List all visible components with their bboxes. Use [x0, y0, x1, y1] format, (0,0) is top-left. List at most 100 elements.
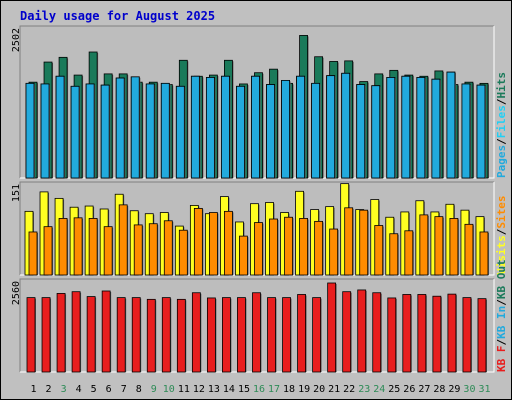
x-tick-label-16: 16	[253, 384, 265, 395]
sites-bar-14	[224, 210, 233, 276]
panel-1-legend: Pages/Files/Hits	[495, 72, 508, 178]
kb-bar-17	[267, 297, 276, 373]
pages-bar-8	[130, 76, 140, 179]
x-tick-label-28: 28	[433, 384, 445, 395]
kb-bar-18	[282, 297, 291, 373]
x-tick-label-2: 2	[46, 384, 52, 395]
pages-bar-12	[190, 75, 200, 179]
sites-bar-2	[43, 226, 53, 276]
x-tick-label-3: 3	[61, 384, 67, 395]
legend-1-item-2: Sites	[495, 196, 508, 229]
legend-2-item-0: KB F	[495, 346, 508, 373]
x-tick-label-25: 25	[388, 384, 400, 395]
panel-2-max-label: 151	[11, 184, 22, 202]
pages-bar-22	[341, 72, 351, 179]
legend-2-item-2: KB In	[495, 306, 508, 339]
pages-bar-17	[266, 84, 275, 179]
sites-bar-8	[133, 224, 143, 276]
kb-bar-5	[86, 296, 96, 373]
x-tick-label-11: 11	[178, 384, 190, 395]
sites-bar-23	[359, 209, 369, 276]
sites-bar-10	[163, 220, 173, 276]
sites-bar-13	[208, 212, 218, 276]
sites-bar-25	[389, 233, 399, 276]
kb-bar-27	[417, 294, 427, 373]
kb-bar-24	[372, 292, 382, 373]
pages-bar-24	[371, 85, 381, 179]
pages-bar-16	[251, 75, 260, 179]
x-tick-label-26: 26	[403, 384, 415, 395]
sites-bar-24	[374, 225, 384, 276]
pages-bar-23	[356, 84, 366, 179]
sites-bar-15	[239, 235, 248, 276]
pages-bar-9	[145, 83, 155, 179]
x-tick-label-6: 6	[106, 384, 112, 395]
x-tick-label-20: 20	[313, 384, 325, 395]
kb-bar-2	[41, 297, 51, 373]
x-tick-label-21: 21	[328, 384, 340, 395]
panel-3-legend: KB F/KB In/KB Out	[495, 259, 508, 372]
pages-bar-26	[401, 75, 411, 179]
kb-bar-9	[146, 298, 156, 373]
sites-bar-17	[269, 218, 278, 276]
pages-bar-14	[221, 75, 230, 179]
kb-bar-16	[252, 292, 261, 373]
sites-bar-30	[464, 223, 474, 276]
legend-2-item-1: /	[495, 339, 508, 346]
pages-bar-31	[476, 84, 486, 179]
x-tick-label-30: 30	[463, 384, 475, 395]
sites-bar-4	[73, 217, 83, 276]
x-tick-label-22: 22	[343, 384, 355, 395]
legend-0-item-4: Hits	[495, 72, 508, 99]
sites-bar-27	[419, 214, 429, 276]
x-tick-label-7: 7	[121, 384, 127, 395]
pages-bar-11	[175, 85, 185, 179]
x-tick-label-31: 31	[478, 384, 490, 395]
x-tick-label-19: 19	[298, 384, 310, 395]
x-tick-label-12: 12	[193, 384, 205, 395]
kb-bar-25	[387, 297, 397, 373]
pages-bar-3	[55, 75, 65, 179]
panel-2-legend: Visits/Sites	[495, 196, 508, 276]
sites-bar-22	[344, 207, 354, 276]
pages-bar-19	[296, 75, 305, 179]
x-tick-label-23: 23	[358, 384, 370, 395]
kb-bar-11	[176, 298, 186, 373]
pages-bar-27	[416, 77, 426, 179]
pages-bar-13	[205, 77, 215, 179]
legend-2-item-3: /	[495, 299, 508, 306]
kb-bar-10	[161, 297, 171, 373]
pages-bar-20	[311, 82, 321, 179]
x-tick-label-5: 5	[91, 384, 97, 395]
pages-bar-28	[431, 78, 441, 179]
sites-bar-9	[148, 223, 158, 276]
kb-bar-20	[312, 297, 322, 373]
x-tick-label-14: 14	[223, 384, 235, 395]
x-tick-label-8: 8	[136, 384, 142, 395]
sites-bar-7	[118, 204, 128, 276]
sites-bar-16	[254, 222, 263, 276]
kb-bar-26	[402, 294, 412, 373]
kb-bar-7	[116, 297, 126, 373]
sites-bar-1	[28, 231, 38, 276]
legend-1-item-1: /	[495, 228, 508, 235]
sites-bar-26	[404, 230, 414, 276]
kb-bar-19	[297, 294, 306, 373]
kb-bar-31	[477, 298, 487, 373]
chart-title: Daily usage for August 2025	[20, 9, 215, 23]
sites-bar-29	[449, 218, 459, 276]
sites-bar-5	[88, 218, 98, 276]
pages-bar-6	[100, 84, 110, 179]
panel-1-box-shadow	[19, 25, 494, 178]
pages-bar-5	[85, 83, 95, 179]
pages-bar-29	[446, 71, 456, 179]
kb-bar-22	[342, 291, 352, 373]
x-tick-label-10: 10	[163, 384, 175, 395]
x-tick-label-24: 24	[373, 384, 385, 395]
pages-bar-30	[461, 83, 471, 179]
kb-bar-14	[222, 297, 231, 373]
x-tick-label-9: 9	[151, 384, 157, 395]
legend-0-item-2: Files	[495, 105, 508, 138]
sites-bar-31	[479, 231, 489, 276]
